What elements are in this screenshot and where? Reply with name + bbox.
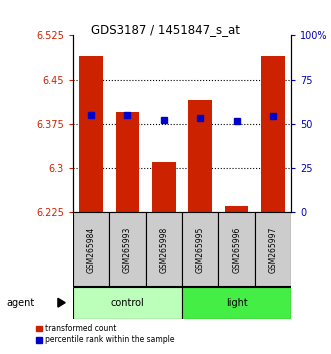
Text: GDS3187 / 1451847_s_at: GDS3187 / 1451847_s_at bbox=[91, 23, 240, 36]
Bar bbox=[116, 112, 139, 212]
Bar bbox=[79, 56, 103, 212]
Text: light: light bbox=[226, 298, 248, 308]
Bar bbox=[255, 212, 291, 287]
Bar bbox=[225, 206, 249, 212]
Bar bbox=[261, 56, 285, 212]
Text: control: control bbox=[111, 298, 144, 308]
Text: GSM265993: GSM265993 bbox=[123, 226, 132, 273]
Legend: transformed count, percentile rank within the sample: transformed count, percentile rank withi… bbox=[36, 324, 174, 344]
Bar bbox=[182, 287, 291, 319]
Text: GSM265984: GSM265984 bbox=[86, 227, 96, 273]
Text: agent: agent bbox=[7, 298, 35, 308]
Bar bbox=[188, 100, 212, 212]
Text: GSM265995: GSM265995 bbox=[196, 226, 205, 273]
Text: GSM265996: GSM265996 bbox=[232, 226, 241, 273]
Bar bbox=[73, 287, 182, 319]
Bar bbox=[146, 212, 182, 287]
Bar bbox=[152, 162, 176, 212]
Bar bbox=[182, 212, 218, 287]
Text: GSM265998: GSM265998 bbox=[159, 227, 168, 273]
Bar bbox=[218, 212, 255, 287]
Bar bbox=[109, 212, 146, 287]
Text: GSM265997: GSM265997 bbox=[268, 226, 278, 273]
Bar bbox=[73, 212, 109, 287]
